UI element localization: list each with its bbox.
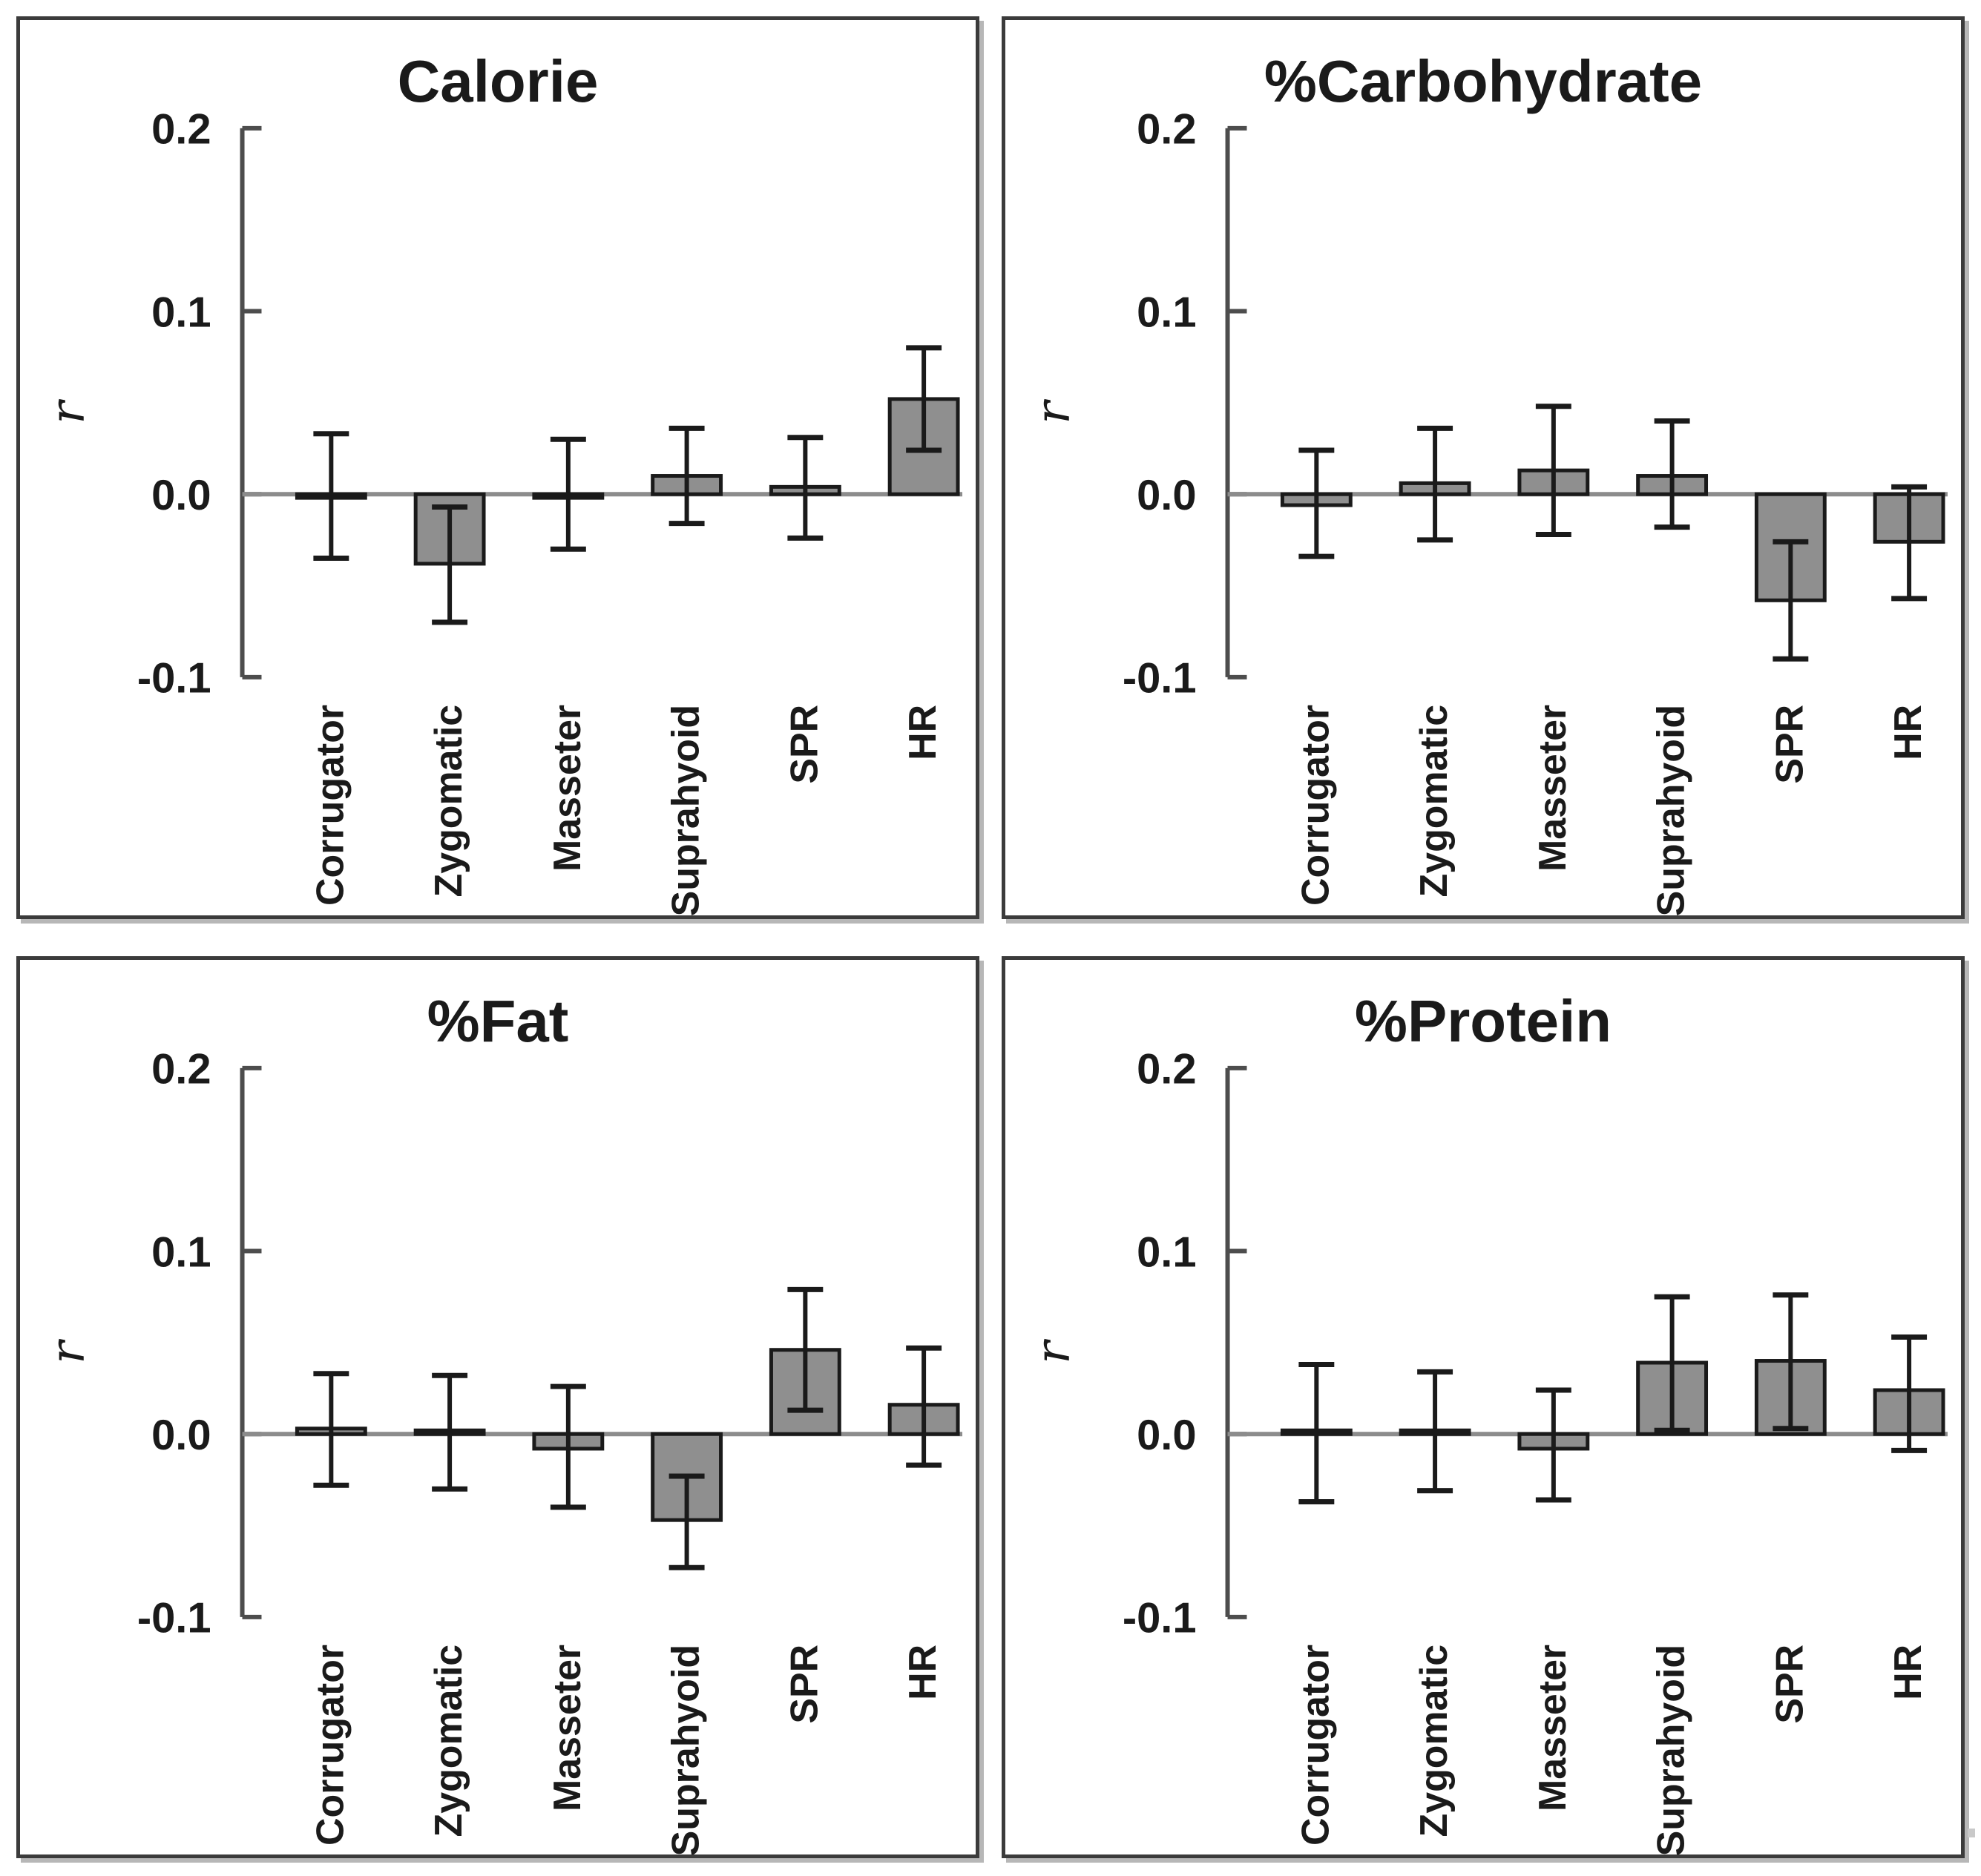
category-label-corrugator: Corrugator (1294, 1644, 1337, 1845)
y-axis-title: r (1026, 1338, 1081, 1363)
y-tick-label: 0.0 (151, 1412, 211, 1459)
category-label-spr: SPR (1768, 1644, 1811, 1723)
chart-title: %Protein (1355, 987, 1612, 1053)
plot-area: 0.2 0.1 0.0 -0.1 r Corrugator Zygomatic Massete… (1026, 1045, 1948, 1854)
category-label-corrugator: Corrugator (1294, 705, 1337, 906)
category-label-spr: SPR (1768, 705, 1811, 784)
category-label-zygomatic: Zygomatic (427, 705, 470, 898)
category-label-masseter: Masseter (546, 1644, 589, 1811)
category-label-masseter: Masseter (1531, 705, 1574, 872)
y-tick-label: 0.1 (1137, 1228, 1196, 1276)
panel-calorie: Calorie 0.2 0.1 0.0 -0.1 r Corrugator Zygomati… (16, 16, 979, 919)
chart-title: Calorie (398, 48, 599, 114)
y-tick-label: 0.1 (151, 289, 211, 336)
panel-carbohydrate: %Carbohydrate 0.2 0.1 0.0 -0.1 r Corrugator Zy… (1002, 16, 1965, 919)
scan-artifact-dot (1968, 1829, 1975, 1837)
category-label-suprahyoid: Suprahyoid (1650, 705, 1693, 915)
category-label-hr: HR (1887, 1644, 1930, 1699)
chart-fat: %Fat 0.2 0.1 0.0 -0.1 r Corrugator Zygomatic Ma… (41, 987, 963, 1854)
category-label-zygomatic: Zygomatic (427, 1644, 470, 1837)
category-label-suprahyoid: Suprahyoid (1650, 1644, 1693, 1854)
category-label-hr: HR (901, 705, 944, 760)
y-tick-label: 0.0 (1137, 472, 1196, 519)
category-label-corrugator: Corrugator (309, 705, 352, 906)
category-label-zygomatic: Zygomatic (1413, 705, 1456, 898)
chart-carbohydrate: %Carbohydrate 0.2 0.1 0.0 -0.1 r Corrugator Zy… (1026, 48, 1948, 915)
y-tick-label: 0.0 (1137, 1412, 1196, 1459)
plot-area: 0.2 0.1 0.0 -0.1 r Corrugator Zygomatic Massete… (41, 106, 963, 915)
y-axis-title: r (41, 399, 96, 424)
category-label-spr: SPR (783, 1644, 826, 1723)
y-tick-label: 0.1 (151, 1228, 211, 1276)
panel-fat: %Fat 0.2 0.1 0.0 -0.1 r Corrugator Zygomatic Ma… (16, 955, 979, 1858)
category-label-suprahyoid: Suprahyoid (665, 705, 708, 915)
y-tick-label: 0.1 (1137, 289, 1196, 336)
category-label-masseter: Masseter (546, 705, 589, 872)
plot-area: 0.2 0.1 0.0 -0.1 r Corrugator Zygomatic Massete… (41, 1045, 963, 1854)
y-tick-label: 0.2 (1137, 1045, 1196, 1093)
y-tick-label: 0.2 (151, 1045, 211, 1093)
y-tick-label: 0.0 (151, 472, 211, 519)
plot-area: 0.2 0.1 0.0 -0.1 r Corrugator Zygomatic Massete… (1026, 106, 1948, 915)
category-label-masseter: Masseter (1531, 1644, 1574, 1811)
panel-protein: %Protein 0.2 0.1 0.0 -0.1 r Corrugator Zygomat… (1002, 955, 1965, 1858)
y-tick-label: 0.2 (151, 106, 211, 154)
category-label-corrugator: Corrugator (309, 1644, 352, 1845)
y-tick-label: -0.1 (1123, 655, 1197, 702)
y-tick-label: -0.1 (137, 655, 211, 702)
chart-title: %Carbohydrate (1264, 48, 1702, 114)
category-label-spr: SPR (783, 705, 826, 784)
chart-calorie: Calorie 0.2 0.1 0.0 -0.1 r Corrugator Zygomati… (41, 48, 963, 915)
category-label-suprahyoid: Suprahyoid (665, 1644, 708, 1854)
y-axis-title: r (41, 1338, 96, 1363)
y-axis-title: r (1026, 399, 1081, 424)
category-label-zygomatic: Zygomatic (1413, 1644, 1456, 1837)
y-tick-label: 0.2 (1137, 106, 1196, 154)
y-tick-label: -0.1 (1123, 1594, 1197, 1642)
chart-title: %Fat (427, 987, 569, 1053)
chart-protein: %Protein 0.2 0.1 0.0 -0.1 r Corrugator Zygomat… (1026, 987, 1948, 1854)
category-label-hr: HR (901, 1644, 944, 1699)
y-tick-label: -0.1 (137, 1594, 211, 1642)
category-label-hr: HR (1887, 705, 1930, 760)
